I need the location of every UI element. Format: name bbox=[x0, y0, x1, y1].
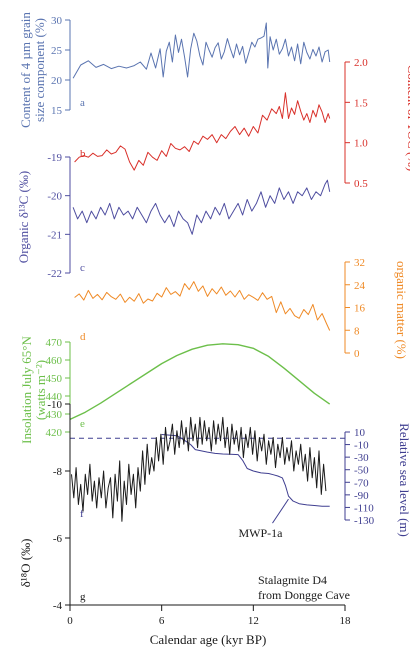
panel-e-y-axis-title-line: Insolation July 65°N bbox=[19, 336, 34, 444]
panel-c-series-line bbox=[72, 179, 331, 235]
panel-e-y-tick-label: 430 bbox=[46, 409, 63, 421]
panel-d-y-tick-label: 16 bbox=[354, 303, 366, 315]
panel-a-series-line bbox=[72, 22, 331, 79]
panel-f-y-tick-label: -50 bbox=[354, 465, 369, 477]
panel-b-series-line bbox=[74, 92, 331, 171]
panel-e-series-line bbox=[69, 343, 331, 421]
panel-d-y-tick-label: 0 bbox=[354, 348, 360, 360]
panel-d-y-axis-title-line: Content of terrestrial bbox=[408, 256, 410, 365]
panel-c-y-tick-label: -20 bbox=[47, 191, 62, 203]
panel-b-y-axis-title: Content of TOC (%) bbox=[405, 65, 410, 172]
panel-a-letter: a bbox=[80, 97, 85, 109]
panel-b-y-tick-label: 0.5 bbox=[354, 178, 368, 190]
panel-a-y-axis-title-line: Content of 4 µm grain bbox=[18, 12, 33, 128]
panel-f-y-tick-label: -10 bbox=[354, 440, 369, 452]
x-tick-label: 6 bbox=[159, 615, 165, 627]
panel-d-series-line bbox=[74, 281, 331, 331]
panel-f-annotation-leader bbox=[272, 498, 289, 524]
panel-f-annotation: MWP-1a bbox=[238, 526, 283, 540]
panel-b-y-tick-label: 1.5 bbox=[354, 97, 368, 109]
panel-d-y-tick-label: 32 bbox=[354, 257, 365, 269]
panel-g-annotation-line: Stalagmite D4 bbox=[258, 573, 327, 587]
panel-c-y-axis-title-line: Organic δ¹³C (‰) bbox=[16, 171, 31, 263]
panel-f-y-tick-label: 10 bbox=[354, 427, 366, 439]
panel-d-y-axis-title-line: organic matter (%) bbox=[394, 261, 409, 359]
panel-d-letter: d bbox=[80, 331, 86, 343]
panel-a-y-axis-title-line: size component (%) bbox=[32, 18, 47, 122]
panel-f-y-tick-label: -70 bbox=[354, 477, 369, 489]
panel-e-y-tick-label: 470 bbox=[46, 337, 63, 349]
panel-c-y-tick-label: -22 bbox=[47, 268, 62, 280]
panel-c-y-tick-label: -21 bbox=[47, 229, 62, 241]
panel-g-y-tick-label: -8 bbox=[53, 466, 63, 478]
panel-g-y-axis-title-line: δ¹⁸O (‰) bbox=[18, 539, 33, 588]
panel-b-y-tick-label: 2.0 bbox=[354, 57, 368, 69]
panel-c-y-axis-title: Organic δ¹³C (‰) bbox=[16, 171, 31, 263]
panel-d-y-tick-label: 8 bbox=[354, 325, 360, 337]
panel-f-y-axis-title: Relative sea level (m) bbox=[397, 423, 410, 537]
panel-d-y-tick-label: 24 bbox=[354, 280, 366, 292]
panel-g-y-axis-title: δ¹⁸O (‰) bbox=[18, 539, 33, 588]
panel-f-letter: f bbox=[80, 508, 84, 520]
panel-g-series-line bbox=[71, 416, 327, 522]
panel-e-y-axis-title: Insolation July 65°N(watts m⁻²) bbox=[19, 336, 48, 444]
panel-e-y-tick-label: 460 bbox=[46, 355, 63, 367]
panel-c-letter: c bbox=[80, 262, 85, 274]
panel-e-letter: e bbox=[80, 418, 85, 430]
panel-g-annotation-line: from Dongge Cave bbox=[258, 588, 350, 602]
x-tick-label: 0 bbox=[67, 615, 73, 627]
panel-f-y-axis-title-line: Relative sea level (m) bbox=[397, 423, 410, 537]
panel-c-y-tick-label: -19 bbox=[47, 152, 62, 164]
panel-a-y-tick-label: 25 bbox=[51, 45, 63, 57]
panel-g-y-tick-label: -6 bbox=[53, 533, 63, 545]
panel-e-y-tick-label: 440 bbox=[46, 391, 63, 403]
panel-e-y-tick-label: 420 bbox=[46, 427, 63, 439]
panel-e-y-tick-label: 450 bbox=[46, 373, 63, 385]
panel-f-y-tick-label: -90 bbox=[354, 490, 369, 502]
panel-a-y-tick-label: 15 bbox=[51, 105, 63, 117]
panel-f-series-line bbox=[161, 434, 330, 507]
panel-a-y-tick-label: 30 bbox=[51, 15, 63, 27]
x-axis-title: Calendar age (kyr BP) bbox=[150, 632, 267, 647]
panel-f-y-tick-label: -30 bbox=[354, 452, 369, 464]
panel-e-y-axis-title-line: (watts m⁻²) bbox=[33, 360, 48, 420]
panel-b-y-tick-label: 1.0 bbox=[354, 138, 368, 150]
panel-g-y-tick-label: -10 bbox=[47, 399, 62, 411]
panel-a-y-tick-label: 20 bbox=[51, 75, 63, 87]
panel-b-y-axis-title-line: Content of TOC (%) bbox=[405, 65, 410, 172]
panel-g-y-tick-label: -4 bbox=[53, 600, 63, 612]
panel-f-y-tick-label: -110 bbox=[354, 502, 374, 514]
x-tick-label: 12 bbox=[248, 615, 259, 627]
panel-d-y-axis-title: Content of terrestrialorganic matter (%) bbox=[394, 256, 410, 365]
panel-f-y-tick-label: -130 bbox=[354, 515, 375, 527]
x-tick-label: 18 bbox=[340, 615, 352, 627]
panel-g-letter: g bbox=[80, 591, 86, 603]
panel-a-y-axis-title: Content of 4 µm grainsize component (%) bbox=[18, 12, 47, 128]
panel-b-letter: b bbox=[80, 148, 86, 160]
